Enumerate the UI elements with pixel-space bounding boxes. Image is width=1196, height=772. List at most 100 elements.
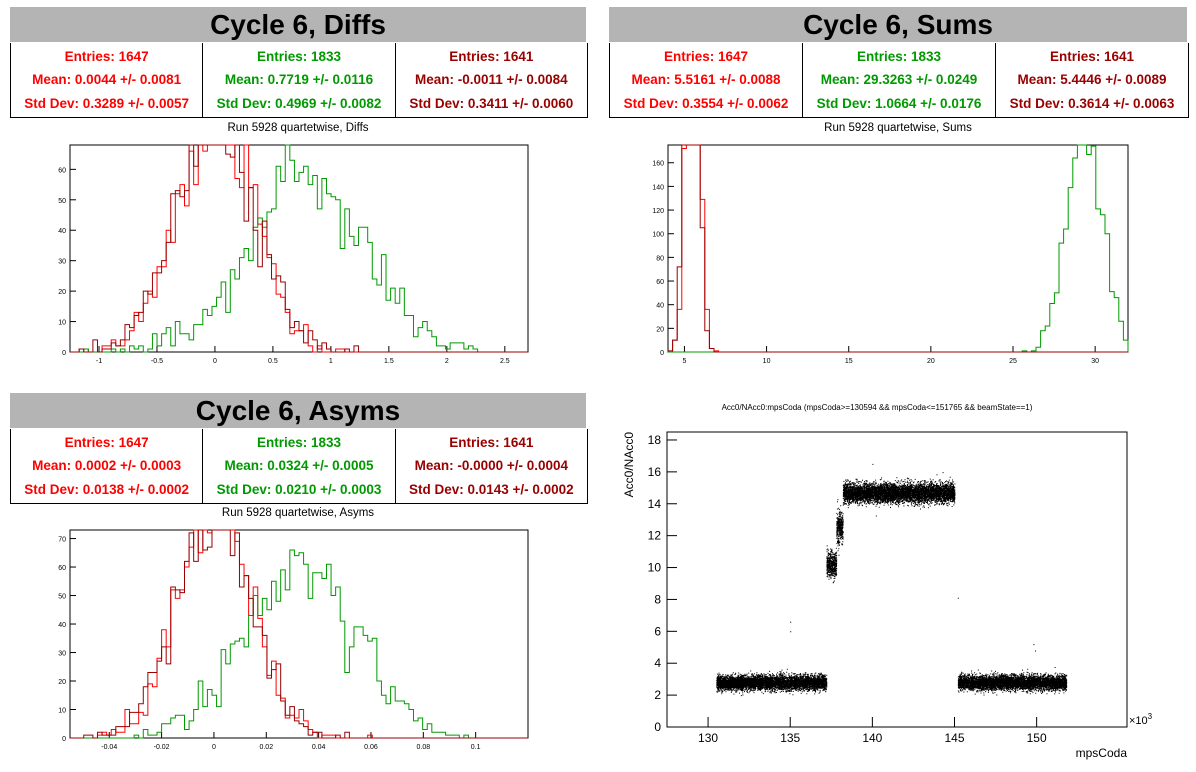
y-tick-label: 14 <box>648 497 662 511</box>
stat-entries: Entries: 1641 <box>1049 49 1135 65</box>
stat-entries: Entries: 1833 <box>256 49 342 65</box>
stat-entries: Entries: 1833 <box>856 49 942 65</box>
x-tick-label: -0.04 <box>101 744 117 751</box>
y-tick-label: 10 <box>58 708 66 715</box>
scatter-points <box>716 463 1068 697</box>
y-tick-label: 16 <box>648 465 662 479</box>
y-tick-label: 2 <box>654 688 661 702</box>
diffs-stats-box: Entries: 1647 Mean: 0.0044 +/- 0.0081 Std … <box>10 43 588 118</box>
diffs-subtitle: Run 5928 quartetwise, Diffs <box>227 122 369 134</box>
scatter-plot: Acc0/NAcc0:mpsCoda (mpsCoda>=130594 && m… <box>622 403 1153 760</box>
y-tick-label: 20 <box>58 289 66 296</box>
y-tick-label: 60 <box>58 167 66 174</box>
y-tick-label: 60 <box>656 279 664 286</box>
sums-stats-box: Entries: 1647 Mean: 5.5161 +/- 0.0088 Std … <box>609 43 1189 118</box>
stats-column: Entries: 1641 Mean: -0.0000 +/- 0.0004 Std… <box>394 429 587 503</box>
y-tick-label: 8 <box>654 592 661 606</box>
stat-mean: Mean: 29.3263 +/- 0.0249 <box>820 72 978 88</box>
histogram-series <box>667 144 1128 353</box>
stat-mean: Mean: 5.4446 +/- 0.0089 <box>1017 72 1167 88</box>
y-tick-label: 100 <box>652 232 664 239</box>
scatter-title: Acc0/NAcc0:mpsCoda (mpsCoda>=130594 && m… <box>722 403 1033 412</box>
histogram-series <box>70 549 528 739</box>
x-tick-label: 10 <box>763 358 771 365</box>
stat-std: Std Dev: 0.3289 +/- 0.0057 <box>24 95 190 111</box>
stats-column: Entries: 1641 Mean: 5.4446 +/- 0.0089 Std … <box>995 43 1188 117</box>
stat-entries: Entries: 1641 <box>449 435 534 451</box>
stats-column: Entries: 1647 Mean: 0.0044 +/- 0.0081 Std … <box>11 43 202 117</box>
y-tick-label: 50 <box>58 198 66 205</box>
histogram-series <box>668 144 1129 353</box>
sums-histogram: 0 20 40 60 80 100 120 140 160 5 10 15 20 25 30 <box>652 144 1129 365</box>
y-tick-label: 50 <box>58 594 66 601</box>
y-tick-label: 160 <box>652 161 664 168</box>
y-tick-label: 60 <box>58 565 66 572</box>
x-tick-label: 1 <box>329 358 333 365</box>
y-tick-label: 40 <box>58 622 66 629</box>
diffs-histogram: 0 10 20 30 40 50 60 -1 -0.5 0 0.5 1 1.5 2 2.5 <box>58 144 529 365</box>
stat-entries: Entries: 1641 <box>449 49 534 65</box>
stats-column: Entries: 1833 Mean: 29.3263 +/- 0.0249 Std… <box>802 43 995 117</box>
x-tick-label: 0.1 <box>471 744 481 751</box>
y-tick-label: 10 <box>58 320 66 327</box>
stat-std: Std Dev: 0.0143 +/- 0.0002 <box>408 481 574 497</box>
sums-subtitle: Run 5928 quartetwise, Sums <box>824 122 972 134</box>
y-tick-label: 0 <box>62 736 66 743</box>
x-tick-label: 15 <box>845 358 853 365</box>
y-tick-label: 6 <box>654 624 661 638</box>
stat-std: Std Dev: 0.4969 +/- 0.0082 <box>216 95 382 111</box>
x-exponent: ×103 <box>1129 712 1153 727</box>
y-tick-label: 40 <box>656 303 664 310</box>
y-tick-label: 120 <box>652 208 664 215</box>
x-tick-label: 5 <box>682 358 686 365</box>
x-tick-label: 0.06 <box>364 744 378 751</box>
x-tick-label: 2.5 <box>500 358 510 365</box>
y-tick-label: 30 <box>58 651 66 658</box>
x-tick-label: -0.02 <box>154 744 170 751</box>
stat-entries: Entries: 1647 <box>663 49 749 65</box>
histogram-series <box>70 144 528 353</box>
stat-mean: Mean: 0.7719 +/- 0.0116 <box>224 72 374 88</box>
stat-std: Std Dev: 1.0664 +/- 0.0176 <box>816 95 982 111</box>
stats-column: Entries: 1647 Mean: 5.5161 +/- 0.0088 Std … <box>610 43 802 117</box>
y-tick-label: 70 <box>58 537 66 544</box>
stat-std: Std Dev: 0.0210 +/- 0.0003 <box>216 481 382 497</box>
stat-mean: Mean: 0.0324 +/- 0.0005 <box>224 458 374 474</box>
x-tick-label: 1.5 <box>384 358 394 365</box>
stats-column: Entries: 1833 Mean: 0.0324 +/- 0.0005 Std … <box>202 429 394 503</box>
histogram-series <box>70 529 528 739</box>
x-tick-label: 130 <box>698 731 718 745</box>
x-exponent-sup: 3 <box>1148 712 1153 721</box>
x-tick-label: 135 <box>780 731 800 745</box>
stat-mean: Mean: -0.0011 +/- 0.0084 <box>414 72 568 88</box>
y-tick-label: 140 <box>652 184 664 191</box>
y-tick-label: 20 <box>58 679 66 686</box>
y-tick-label: 40 <box>58 228 66 235</box>
x-tick-label: 0 <box>212 744 216 751</box>
y-axis-label: Acc0/NAcc0 <box>622 432 636 498</box>
x-tick-label: 30 <box>1091 358 1099 365</box>
x-tick-label: -0.5 <box>151 358 163 365</box>
y-tick-label: 4 <box>654 656 661 670</box>
plot-frame <box>666 431 1128 728</box>
stat-mean: Mean: 0.0044 +/- 0.0081 <box>32 72 182 88</box>
x-tick-label: 0.02 <box>259 744 273 751</box>
histogram-series <box>70 144 528 353</box>
stat-mean: Mean: -0.0000 +/- 0.0004 <box>414 458 569 474</box>
y-tick-label: 80 <box>656 255 664 262</box>
x-axis-label: mpsCoda <box>1076 746 1128 760</box>
y-tick-label: 0 <box>654 720 661 734</box>
stat-mean: Mean: 5.5161 +/- 0.0088 <box>631 72 781 88</box>
stat-std: Std Dev: 0.0138 +/- 0.0002 <box>24 481 190 497</box>
y-tick-label: 0 <box>660 350 664 357</box>
asyms-title: Cycle 6, Asyms <box>10 393 586 428</box>
stats-column: Entries: 1641 Mean: -0.0011 +/- 0.0084 Std… <box>394 43 587 117</box>
y-tick-label: 20 <box>656 326 664 333</box>
stat-entries: Entries: 1647 <box>64 435 149 451</box>
plot-frame <box>69 529 529 739</box>
stat-entries: Entries: 1647 <box>64 49 149 65</box>
stats-column: Entries: 1647 Mean: 0.0002 +/- 0.0003 Std … <box>11 429 202 503</box>
x-tick-label: 20 <box>927 358 935 365</box>
asyms-histogram: 0 10 20 30 40 50 60 70 -0.04 -0.02 0 0.02 0.04 0.06 0.… <box>58 529 529 751</box>
y-tick-label: 30 <box>58 259 66 266</box>
